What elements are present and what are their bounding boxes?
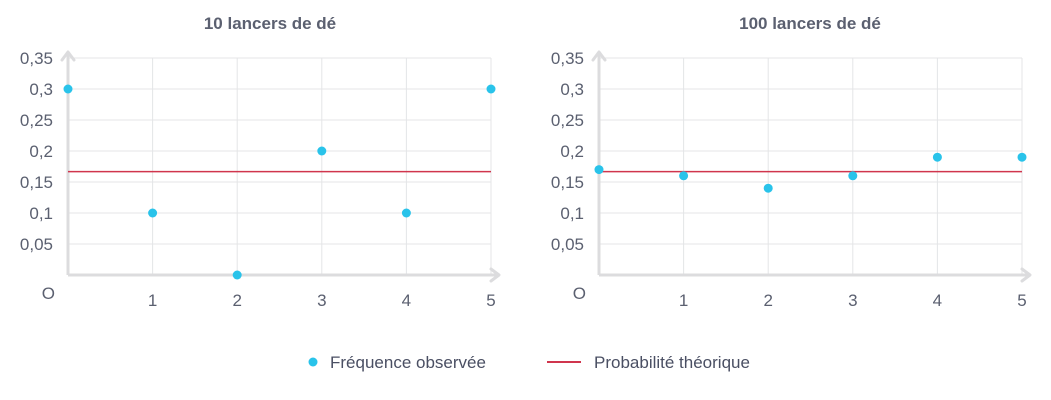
y-tick-label: 0,15 xyxy=(551,173,584,192)
data-point xyxy=(486,84,496,94)
x-tick-label: 4 xyxy=(402,291,411,310)
y-tick-label: 0,35 xyxy=(551,49,584,68)
data-point xyxy=(594,165,604,175)
data-point xyxy=(1017,152,1027,162)
y-tick-label: 0,1 xyxy=(29,204,53,223)
y-tick-label: 0,35 xyxy=(20,49,53,68)
data-point xyxy=(232,270,242,280)
chart-panel-left: 10 lancers de dé 0,05 0,1 0,15 0,2 0,25 0,3 0,3… xyxy=(20,14,501,310)
origin-label: O xyxy=(42,284,55,303)
data-point xyxy=(932,152,942,162)
data-point xyxy=(63,84,73,94)
y-tick-label: 0,3 xyxy=(29,80,53,99)
x-tick-label: 5 xyxy=(1017,291,1026,310)
y-tick-label: 0,15 xyxy=(20,173,53,192)
data-point xyxy=(148,208,158,218)
chart-title: 100 lancers de dé xyxy=(739,14,881,33)
y-tick-label: 0,3 xyxy=(560,80,584,99)
y-tick-label: 0,2 xyxy=(560,142,584,161)
data-point xyxy=(401,208,411,218)
origin-label: O xyxy=(573,284,586,303)
y-tick-label: 0,1 xyxy=(560,204,584,223)
x-tick-label: 2 xyxy=(232,291,241,310)
y-axis-arrow-icon xyxy=(591,50,607,62)
y-tick-label: 0,25 xyxy=(20,111,53,130)
legend-observed-label: Fréquence observée xyxy=(330,353,486,372)
data-point xyxy=(763,183,773,193)
x-axis-arrow-icon xyxy=(489,267,501,283)
x-tick-label: 1 xyxy=(679,291,688,310)
y-tick-label: 0,05 xyxy=(20,235,53,254)
y-axis-arrow-icon xyxy=(60,50,76,62)
legend-theoretical-label: Probabilité théorique xyxy=(594,353,750,372)
x-tick-label: 3 xyxy=(848,291,857,310)
data-point xyxy=(848,171,858,181)
data-point xyxy=(317,146,327,156)
y-tick-label: 0,25 xyxy=(551,111,584,130)
x-axis-arrow-icon xyxy=(1020,267,1032,283)
x-tick-label: 1 xyxy=(148,291,157,310)
data-point xyxy=(679,171,689,181)
legend-observed-marker xyxy=(308,357,318,367)
x-tick-label: 2 xyxy=(763,291,772,310)
legend: Fréquence observée Probabilité théorique xyxy=(308,353,750,372)
x-tick-label: 4 xyxy=(933,291,942,310)
y-tick-label: 0,2 xyxy=(29,142,53,161)
x-tick-label: 3 xyxy=(317,291,326,310)
x-tick-label: 5 xyxy=(486,291,495,310)
chart-title: 10 lancers de dé xyxy=(204,14,336,33)
chart-panel-right: 100 lancers de dé 0,05 0,1 0,15 0,2 0,25 0,3 0,… xyxy=(551,14,1032,310)
y-tick-label: 0,05 xyxy=(551,235,584,254)
